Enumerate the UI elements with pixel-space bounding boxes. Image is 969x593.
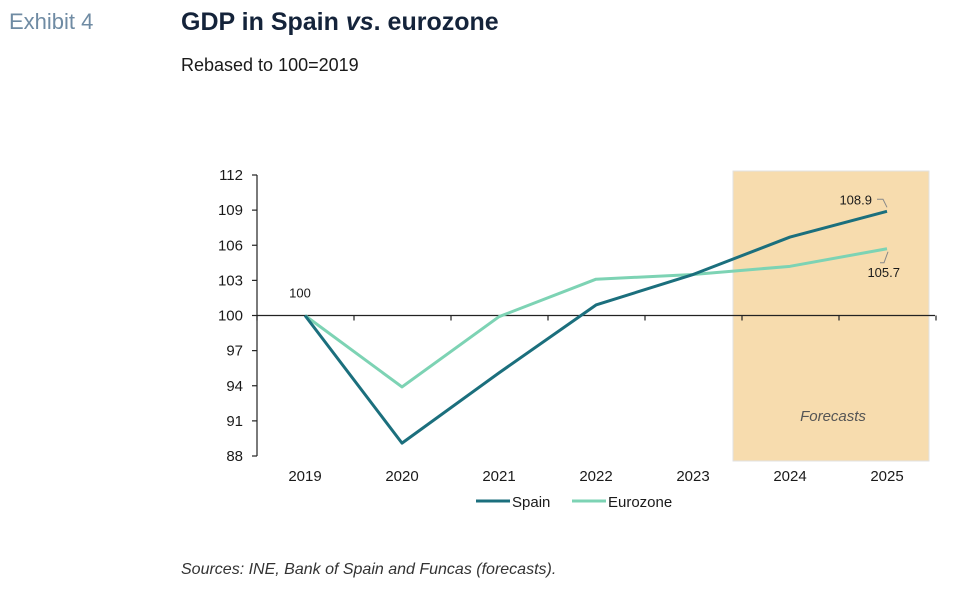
x-tick-label: 2020 (385, 468, 418, 485)
series-line-eurozone (304, 247, 888, 389)
exhibit-label: Exhibit 4 (9, 9, 94, 34)
y-tick-label: 88 (226, 448, 243, 465)
title-prefix: GDP in Spain (181, 8, 346, 36)
forecast-label: Forecasts (800, 408, 866, 425)
x-tick-label: 2021 (482, 468, 515, 485)
title-emphasis: vs (345, 8, 374, 36)
y-tick-label: 97 (226, 343, 243, 360)
annotation-label: 100 (289, 286, 311, 301)
annotation-label: 105.7 (867, 265, 900, 280)
annotation-leader (877, 198, 888, 208)
y-tick-label: 100 (218, 308, 243, 325)
x-tick-label: 2023 (676, 468, 709, 485)
y-tick-label: 94 (226, 378, 243, 395)
x-tick-label: 2024 (773, 468, 806, 485)
annotation-leader (880, 251, 889, 264)
y-tick-label: 112 (219, 167, 243, 184)
x-tick-label: 2025 (870, 468, 903, 485)
title-suffix: . eurozone (373, 8, 499, 36)
x-tick-label: 2022 (579, 468, 612, 485)
y-tick-label: 103 (218, 272, 243, 289)
series-line-spain (303, 209, 888, 445)
source-note: Sources: INE, Bank of Spain and Funcas (… (181, 561, 557, 578)
chart-subtitle: Rebased to 100=2019 (181, 55, 359, 75)
legend-label-spain: Spain (512, 494, 550, 511)
chart-title: GDP in Spain vs. eurozone (181, 8, 499, 37)
legend-label-eurozone: Eurozone (608, 494, 672, 511)
y-tick-label: 106 (218, 237, 243, 254)
x-tick-label: 2019 (288, 468, 321, 485)
y-tick-label: 109 (218, 202, 243, 219)
annotation-label: 108.9 (839, 192, 872, 207)
y-tick-label: 91 (226, 413, 243, 430)
